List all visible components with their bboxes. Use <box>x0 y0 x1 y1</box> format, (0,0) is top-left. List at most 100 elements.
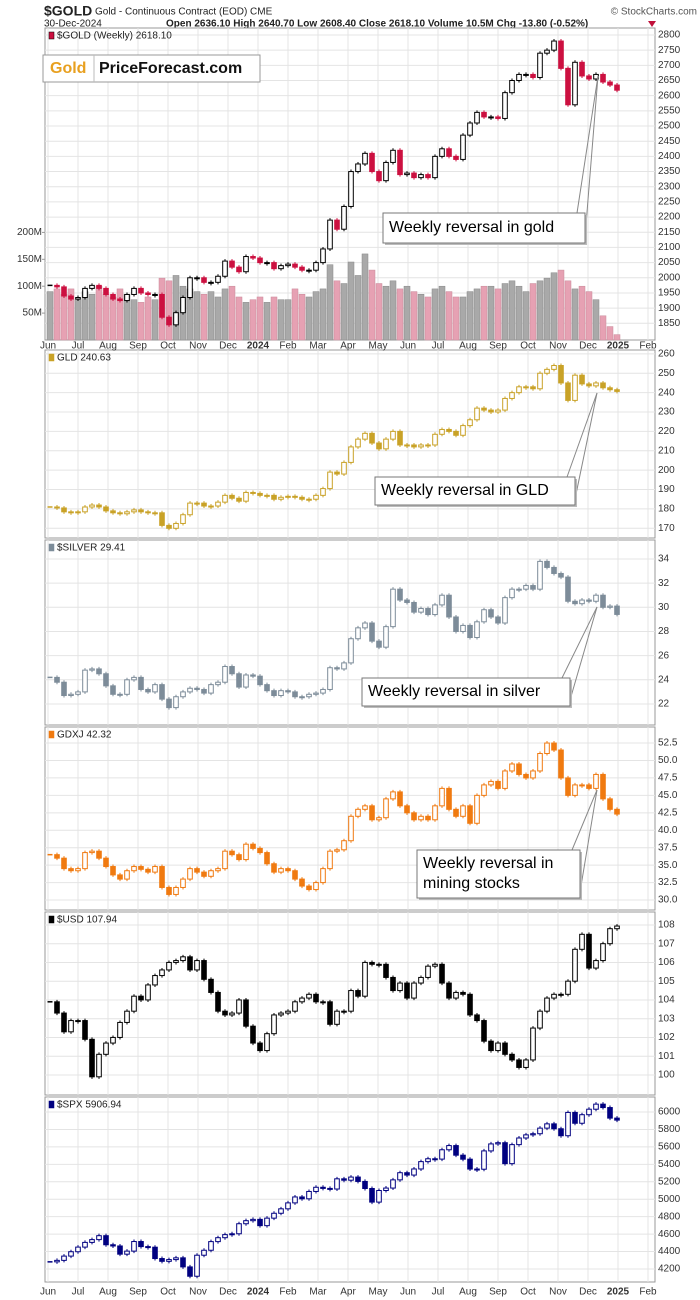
candle <box>285 1010 291 1014</box>
y-tick-label: 200 <box>658 465 675 476</box>
candle <box>523 386 529 389</box>
annotation-text: mining stocks <box>423 875 520 892</box>
candle <box>460 805 466 817</box>
y-tick-label: 2300 <box>658 181 681 192</box>
volume-bar <box>333 280 341 341</box>
y-tick-label: 50.0 <box>658 755 678 766</box>
volume-bar <box>529 283 537 341</box>
candle <box>432 155 438 179</box>
volume-bar <box>116 288 124 341</box>
candle <box>89 850 95 854</box>
candle <box>565 980 571 995</box>
logo-box <box>42 54 261 83</box>
candle <box>243 843 249 861</box>
candle <box>208 281 214 284</box>
description: Gold - Continuous Contract (EOD) CME <box>95 7 273 18</box>
candle <box>68 1020 74 1033</box>
volume-bar <box>445 291 453 341</box>
candle <box>208 684 214 694</box>
candle <box>194 868 200 873</box>
y-tick-label: 45.0 <box>658 790 678 801</box>
candle <box>103 673 109 687</box>
candle <box>292 263 298 268</box>
x-tick-label: Apr <box>340 341 356 352</box>
candle <box>467 805 473 824</box>
candle <box>131 287 137 295</box>
candle <box>404 805 410 814</box>
candle <box>502 1042 508 1055</box>
x-tick-label: Apr <box>340 1287 356 1298</box>
candle <box>264 1217 270 1227</box>
candle <box>383 798 389 819</box>
candle <box>243 674 249 688</box>
candle <box>222 1234 228 1239</box>
callout-line <box>561 606 598 679</box>
candle <box>523 1134 529 1139</box>
y-tick-label: 1950 <box>658 288 681 299</box>
x-tick-label: Aug <box>459 341 477 352</box>
candle <box>369 1187 375 1203</box>
legend-icon <box>48 543 55 552</box>
y-tick-label: 42.5 <box>658 807 678 818</box>
volume-bar <box>235 296 243 341</box>
candle <box>180 956 186 962</box>
y-tick-label: 102 <box>658 1032 675 1043</box>
x-tick-label: Nov <box>189 1287 207 1298</box>
x-tick-label: 2025 <box>607 1287 630 1298</box>
candle <box>404 172 410 176</box>
candle <box>201 1249 207 1256</box>
candle <box>558 993 564 996</box>
candle <box>54 1001 60 1014</box>
volume-bar <box>452 296 460 341</box>
candle <box>607 605 613 608</box>
candle <box>467 122 473 136</box>
annotation-box <box>382 212 586 244</box>
candle <box>579 933 585 950</box>
candle <box>425 1158 431 1163</box>
candle <box>75 511 81 514</box>
y-tick-label: 2200 <box>658 212 681 223</box>
candle <box>187 687 193 693</box>
candle <box>572 948 578 982</box>
candle <box>362 622 368 629</box>
y-tick-label: 2400 <box>658 151 681 162</box>
x-tick-label: Oct <box>160 341 176 352</box>
candle <box>516 588 522 591</box>
candle <box>516 1137 522 1146</box>
x-tick-label: Aug <box>99 1287 117 1298</box>
candle <box>579 599 585 605</box>
symbol: $GOLD <box>44 3 92 19</box>
legend-icon <box>48 353 55 362</box>
candle <box>327 1001 333 1025</box>
volume-bar <box>522 291 530 341</box>
candle <box>257 492 263 496</box>
candle <box>229 260 235 268</box>
candle <box>348 171 354 207</box>
candle <box>236 497 242 502</box>
candle <box>593 773 599 789</box>
candle <box>348 638 354 664</box>
candle <box>257 257 263 264</box>
candle <box>607 1107 613 1119</box>
x-tick-label: Jul <box>72 341 85 352</box>
candle <box>509 588 515 599</box>
candle <box>432 604 438 616</box>
candle <box>54 676 60 683</box>
y-tick-label: 47.5 <box>658 773 678 784</box>
annotation-text: Weekly reversal in gold <box>389 219 554 236</box>
candle <box>299 266 305 271</box>
x-tick-label: Sep <box>489 341 507 352</box>
candle <box>124 511 130 515</box>
candle <box>467 1158 473 1170</box>
candle <box>565 777 571 796</box>
candle <box>355 990 361 997</box>
y-tick-label: 32.5 <box>658 877 678 888</box>
candle <box>579 784 585 787</box>
legend-icon <box>48 915 55 924</box>
candle <box>285 868 291 872</box>
candle <box>145 511 151 514</box>
candle <box>446 787 452 810</box>
volume-bar <box>480 285 488 341</box>
candle <box>558 40 564 69</box>
candle <box>495 409 501 413</box>
